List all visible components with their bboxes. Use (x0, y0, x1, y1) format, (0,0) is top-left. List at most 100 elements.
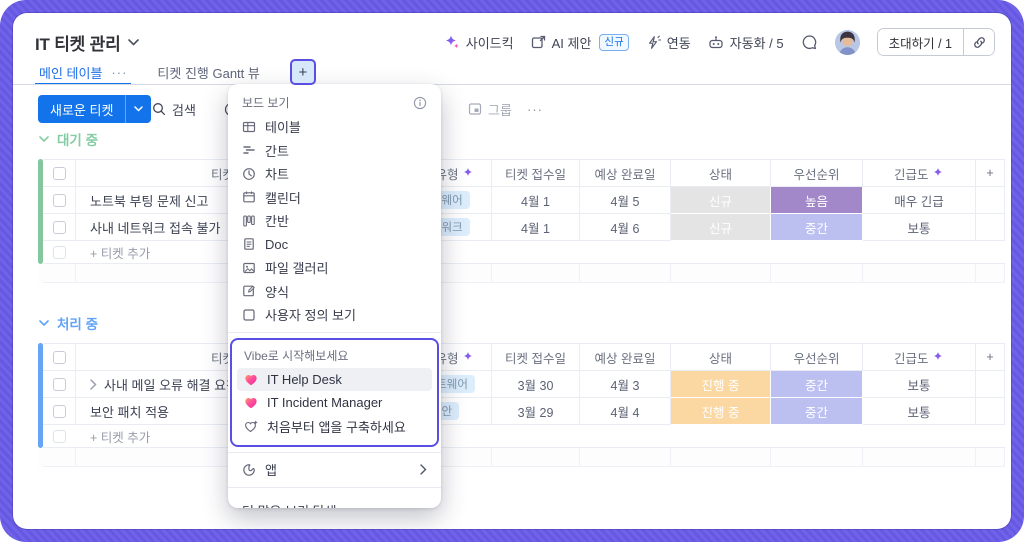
group-by-label: 그룹 (488, 102, 512, 118)
due-date-cell[interactable]: 4월 4 (580, 398, 671, 425)
column-header-received[interactable]: 티켓 접수일 (492, 159, 580, 187)
avatar-image (834, 29, 860, 55)
heart-icon (245, 374, 257, 385)
priority-cell[interactable]: 중간 (771, 398, 863, 425)
add-view-button[interactable]: + (289, 59, 316, 85)
priority-cell[interactable]: 높음 (771, 187, 863, 214)
board-toolbar: 새로운 티켓 검색 사람 그룹 (38, 95, 1011, 123)
explore-more-views-button[interactable]: 더 많은 보기 탐색 (228, 493, 441, 509)
avatar[interactable] (834, 29, 860, 55)
chevron-down-icon (134, 106, 144, 112)
divider (228, 331, 441, 333)
board-title-menu[interactable]: IT 티켓 관리 (35, 30, 139, 55)
received-date-cell[interactable]: 4월 1 (492, 187, 580, 214)
row-checkbox[interactable] (52, 377, 66, 391)
menu-item-table[interactable]: 테이블 (228, 115, 441, 139)
status-cell[interactable]: 신규 (671, 214, 771, 241)
menu-item-form[interactable]: 양식 (228, 280, 441, 304)
tab-main-table[interactable]: 메인 테이블 ··· (35, 59, 131, 85)
menu-item-calendar[interactable]: 캘린더 (228, 186, 441, 210)
group-header[interactable]: 처리 중 (39, 314, 1005, 332)
group-processing: 처리 중 티켓 요청 유형 티켓 접수일 예상 완료일 상태 우선순위 긴급도 … (38, 314, 1005, 467)
urgency-cell[interactable]: 보통 (863, 371, 976, 398)
column-header-urgency[interactable]: 긴급도 (863, 343, 976, 371)
integration-icon (648, 35, 661, 49)
status-cell[interactable]: 진행 중 (671, 398, 771, 425)
add-column-button[interactable]: + (976, 159, 1005, 187)
group-by-button[interactable]: 그룹 (468, 95, 512, 123)
group-collapse-icon[interactable] (39, 319, 49, 327)
column-header-status[interactable]: 상태 (671, 159, 771, 187)
empty-cell (392, 425, 1005, 448)
menu-item-it-incident-manager[interactable]: IT Incident Manager (237, 391, 432, 415)
received-date-cell[interactable]: 4월 1 (492, 214, 580, 241)
group-collapse-icon[interactable] (39, 135, 49, 143)
received-date-cell[interactable]: 3월 30 (492, 371, 580, 398)
info-icon[interactable] (413, 96, 427, 110)
status-cell[interactable]: 신규 (671, 187, 771, 214)
menu-item-apps[interactable]: 앱 (228, 458, 441, 482)
menu-item-doc[interactable]: Doc (228, 233, 441, 257)
tab-gantt[interactable]: 티켓 진행 Gantt 뷰 (153, 59, 263, 85)
row-checkbox[interactable] (52, 404, 66, 418)
menu-item-custom-view[interactable]: 사용자 정의 보기 (228, 303, 441, 327)
urgency-cell[interactable]: 보통 (863, 214, 976, 241)
urgency-cell[interactable]: 보통 (863, 398, 976, 425)
add-column-button[interactable]: + (976, 343, 1005, 371)
search-button[interactable]: 검색 (152, 95, 196, 123)
invite-button[interactable]: 초대하기 / 1 (877, 29, 963, 55)
select-all-checkbox[interactable] (52, 350, 66, 364)
table-row: 노트북 부팅 문제 신고 하드웨어 4월 1 4월 5 신규 높음 매우 긴급 (38, 187, 1005, 214)
column-header-received[interactable]: 티켓 접수일 (492, 343, 580, 371)
due-date-cell[interactable]: 4월 6 (580, 214, 671, 241)
chat-button[interactable] (801, 34, 818, 51)
menu-item-it-help-desk[interactable]: IT Help Desk (237, 367, 432, 391)
column-header-status[interactable]: 상태 (671, 343, 771, 371)
priority-cell[interactable]: 중간 (771, 214, 863, 241)
summary-cell (580, 264, 671, 283)
sidekick-button[interactable]: 사이드킥 (444, 33, 514, 52)
row-checkbox[interactable] (52, 193, 66, 207)
toolbar-more-button[interactable]: ··· (527, 95, 543, 123)
group-summary-row (38, 264, 1005, 283)
column-header-priority[interactable]: 우선순위 (771, 343, 863, 371)
expand-chevron-icon[interactable] (90, 378, 97, 390)
divider (963, 29, 964, 55)
row-checkbox-cell (43, 187, 76, 214)
row-checkbox[interactable] (52, 220, 66, 234)
received-date-cell[interactable]: 3월 29 (492, 398, 580, 425)
menu-item-chart[interactable]: 차트 (228, 162, 441, 186)
tab-options-icon[interactable]: ··· (111, 64, 128, 80)
column-header-due[interactable]: 예상 완료일 (580, 159, 671, 187)
due-date-cell[interactable]: 4월 3 (580, 371, 671, 398)
divider (228, 486, 441, 488)
new-ticket-button[interactable]: 새로운 티켓 (38, 95, 152, 123)
tab-main-label: 메인 테이블 (39, 65, 103, 81)
new-ticket-dropdown[interactable] (126, 95, 151, 123)
chevron-right-icon (420, 464, 427, 475)
urgency-cell[interactable]: 매우 긴급 (863, 187, 976, 214)
select-all-checkbox[interactable] (52, 166, 66, 180)
column-header-due[interactable]: 예상 완료일 (580, 343, 671, 371)
table-row: 보안 패치 적용 보안 3월 29 4월 4 진행 중 중간 보통 (38, 398, 1005, 425)
integrations-label: 연동 (666, 35, 691, 51)
summary-cell (671, 448, 771, 467)
automation-button[interactable]: 자동화 / 5 (708, 33, 784, 52)
menu-item-gantt[interactable]: 간트 (228, 139, 441, 163)
summary-cell (976, 264, 1005, 283)
menu-item-kanban[interactable]: 칸반 (228, 209, 441, 233)
column-header-priority[interactable]: 우선순위 (771, 159, 863, 187)
integrations-button[interactable]: 연동 (646, 33, 691, 52)
row-checkbox-cell (43, 214, 76, 241)
copy-link-button[interactable] (964, 29, 994, 55)
due-date-cell[interactable]: 4월 5 (580, 187, 671, 214)
status-cell[interactable]: 진행 중 (671, 371, 771, 398)
sidekick-label: 사이드킥 (465, 35, 514, 51)
ai-sparkle-icon (445, 35, 459, 49)
priority-cell[interactable]: 중간 (771, 371, 863, 398)
menu-item-build-from-scratch[interactable]: 처음부터 앱을 구축하세요 (237, 415, 432, 439)
group-header[interactable]: 대기 중 (39, 130, 1005, 148)
column-header-urgency[interactable]: 긴급도 (863, 159, 976, 187)
menu-item-file-gallery[interactable]: 파일 갤러리 (228, 256, 441, 280)
ai-suggest-button[interactable]: AI 제안 신규 (531, 33, 629, 52)
